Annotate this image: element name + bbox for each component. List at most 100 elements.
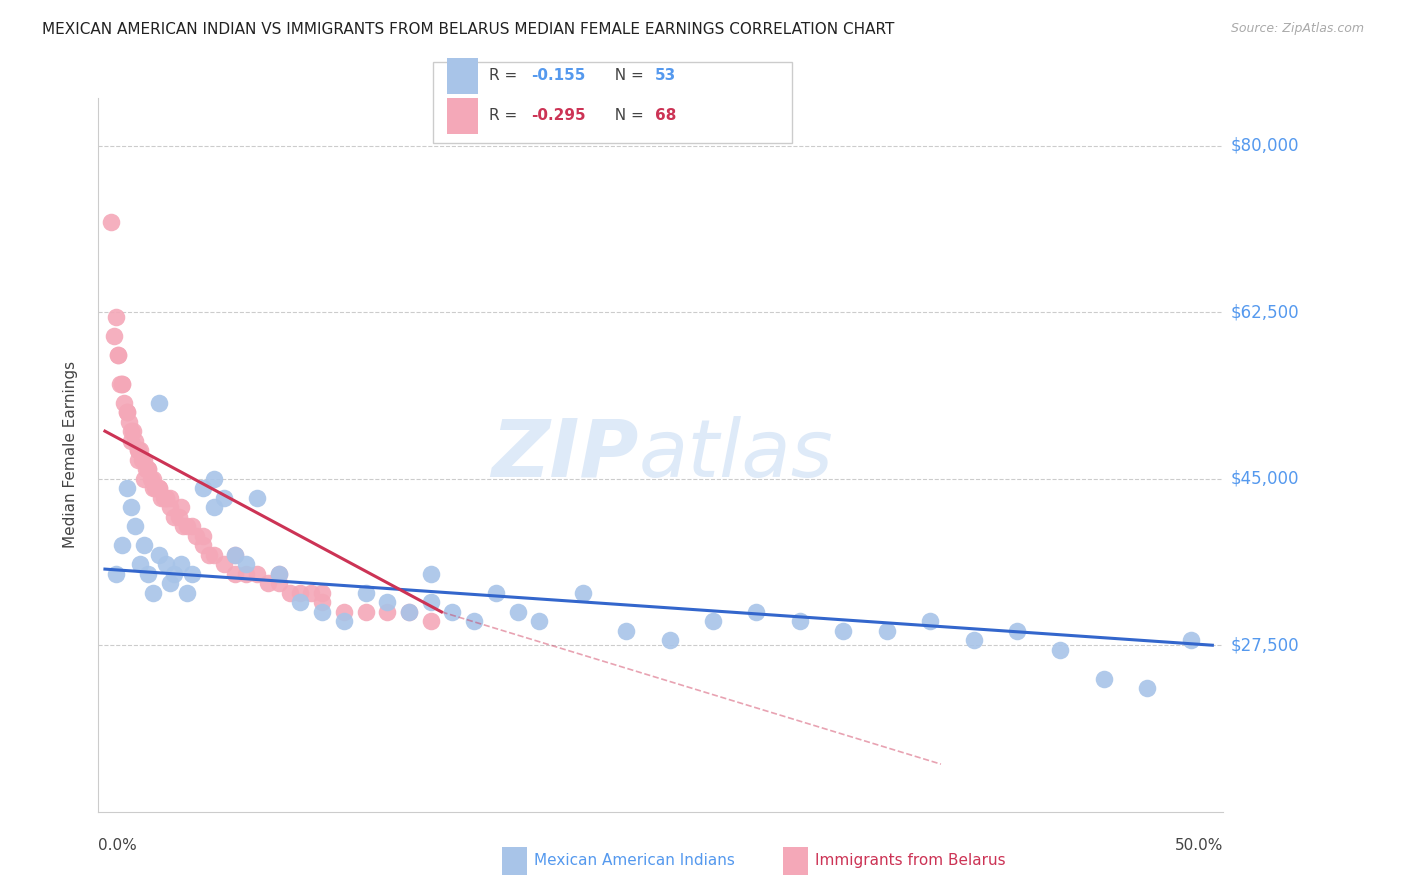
Point [124,434,146,448]
Point [202,500,225,515]
Point [152,491,174,505]
Point [267,566,290,581]
Point [180,566,202,581]
Point [100,215,122,229]
Text: R =: R = [489,69,523,83]
Point [246,491,269,505]
Point [333,605,356,619]
Point [246,566,269,581]
Point [142,481,165,495]
Point [138,566,160,581]
Point [267,566,290,581]
Text: $27,500: $27,500 [1230,636,1299,654]
Point [115,405,138,419]
Point [111,376,134,391]
Point [170,500,193,515]
Point [115,481,138,495]
Text: $62,500: $62,500 [1230,303,1299,321]
Point [202,472,225,486]
Point [311,605,333,619]
Point [104,566,127,581]
Point [108,376,131,391]
Point [184,529,207,543]
Point [198,548,221,562]
Point [128,443,150,458]
Point [111,538,134,552]
Point [290,586,312,600]
Point [159,576,181,591]
Point [132,538,155,552]
Point [180,519,202,533]
Point [107,348,129,362]
Text: N =: N = [605,69,648,83]
Text: 50.0%: 50.0% [1175,838,1223,854]
Point [176,586,198,600]
Point [138,462,160,476]
Point [159,491,181,505]
Point [398,605,420,619]
Point [104,310,127,324]
Text: N =: N = [605,109,648,123]
Point [163,566,186,581]
Point [155,558,177,572]
Y-axis label: Median Female Earnings: Median Female Earnings [63,361,77,549]
Point [120,500,142,515]
Text: 53: 53 [655,69,676,83]
Point [142,472,165,486]
Point [148,481,170,495]
Point [139,472,162,486]
Point [191,538,214,552]
Text: Source: ZipAtlas.com: Source: ZipAtlas.com [1230,22,1364,36]
Point [127,452,149,467]
Point [115,405,138,419]
Point [1049,643,1071,657]
Point [120,424,142,438]
Text: R =: R = [489,109,523,123]
Point [441,605,464,619]
Point [155,491,177,505]
Point [333,615,356,629]
Point [876,624,898,638]
Point [398,605,420,619]
Text: -0.295: -0.295 [531,109,586,123]
Point [485,586,508,600]
Point [311,595,333,609]
Point [135,462,157,476]
Point [529,615,551,629]
Point [832,624,855,638]
Point [170,558,193,572]
Point [146,481,169,495]
Point [658,633,681,648]
Point [127,443,149,458]
Point [571,586,593,600]
Text: ZIP: ZIP [491,416,638,494]
Point [167,509,190,524]
Point [131,452,153,467]
Point [224,548,246,562]
Point [506,605,529,619]
Point [118,415,141,429]
Point [920,615,942,629]
Point [299,586,322,600]
Text: 0.0%: 0.0% [98,838,138,854]
Text: Immigrants from Belarus: Immigrants from Belarus [815,854,1007,868]
Point [202,548,225,562]
Point [962,633,984,648]
Point [463,615,485,629]
Text: $80,000: $80,000 [1230,136,1299,154]
Point [745,605,768,619]
Point [375,595,398,609]
Point [789,615,811,629]
Point [148,548,170,562]
Point [142,586,165,600]
Point [1136,681,1159,695]
Point [214,491,236,505]
Point [419,615,441,629]
Point [132,472,155,486]
Text: MEXICAN AMERICAN INDIAN VS IMMIGRANTS FROM BELARUS MEDIAN FEMALE EARNINGS CORREL: MEXICAN AMERICAN INDIAN VS IMMIGRANTS FR… [42,22,894,37]
Point [172,519,194,533]
Point [159,500,181,515]
Point [1092,672,1115,686]
Point [132,452,155,467]
Point [311,586,333,600]
